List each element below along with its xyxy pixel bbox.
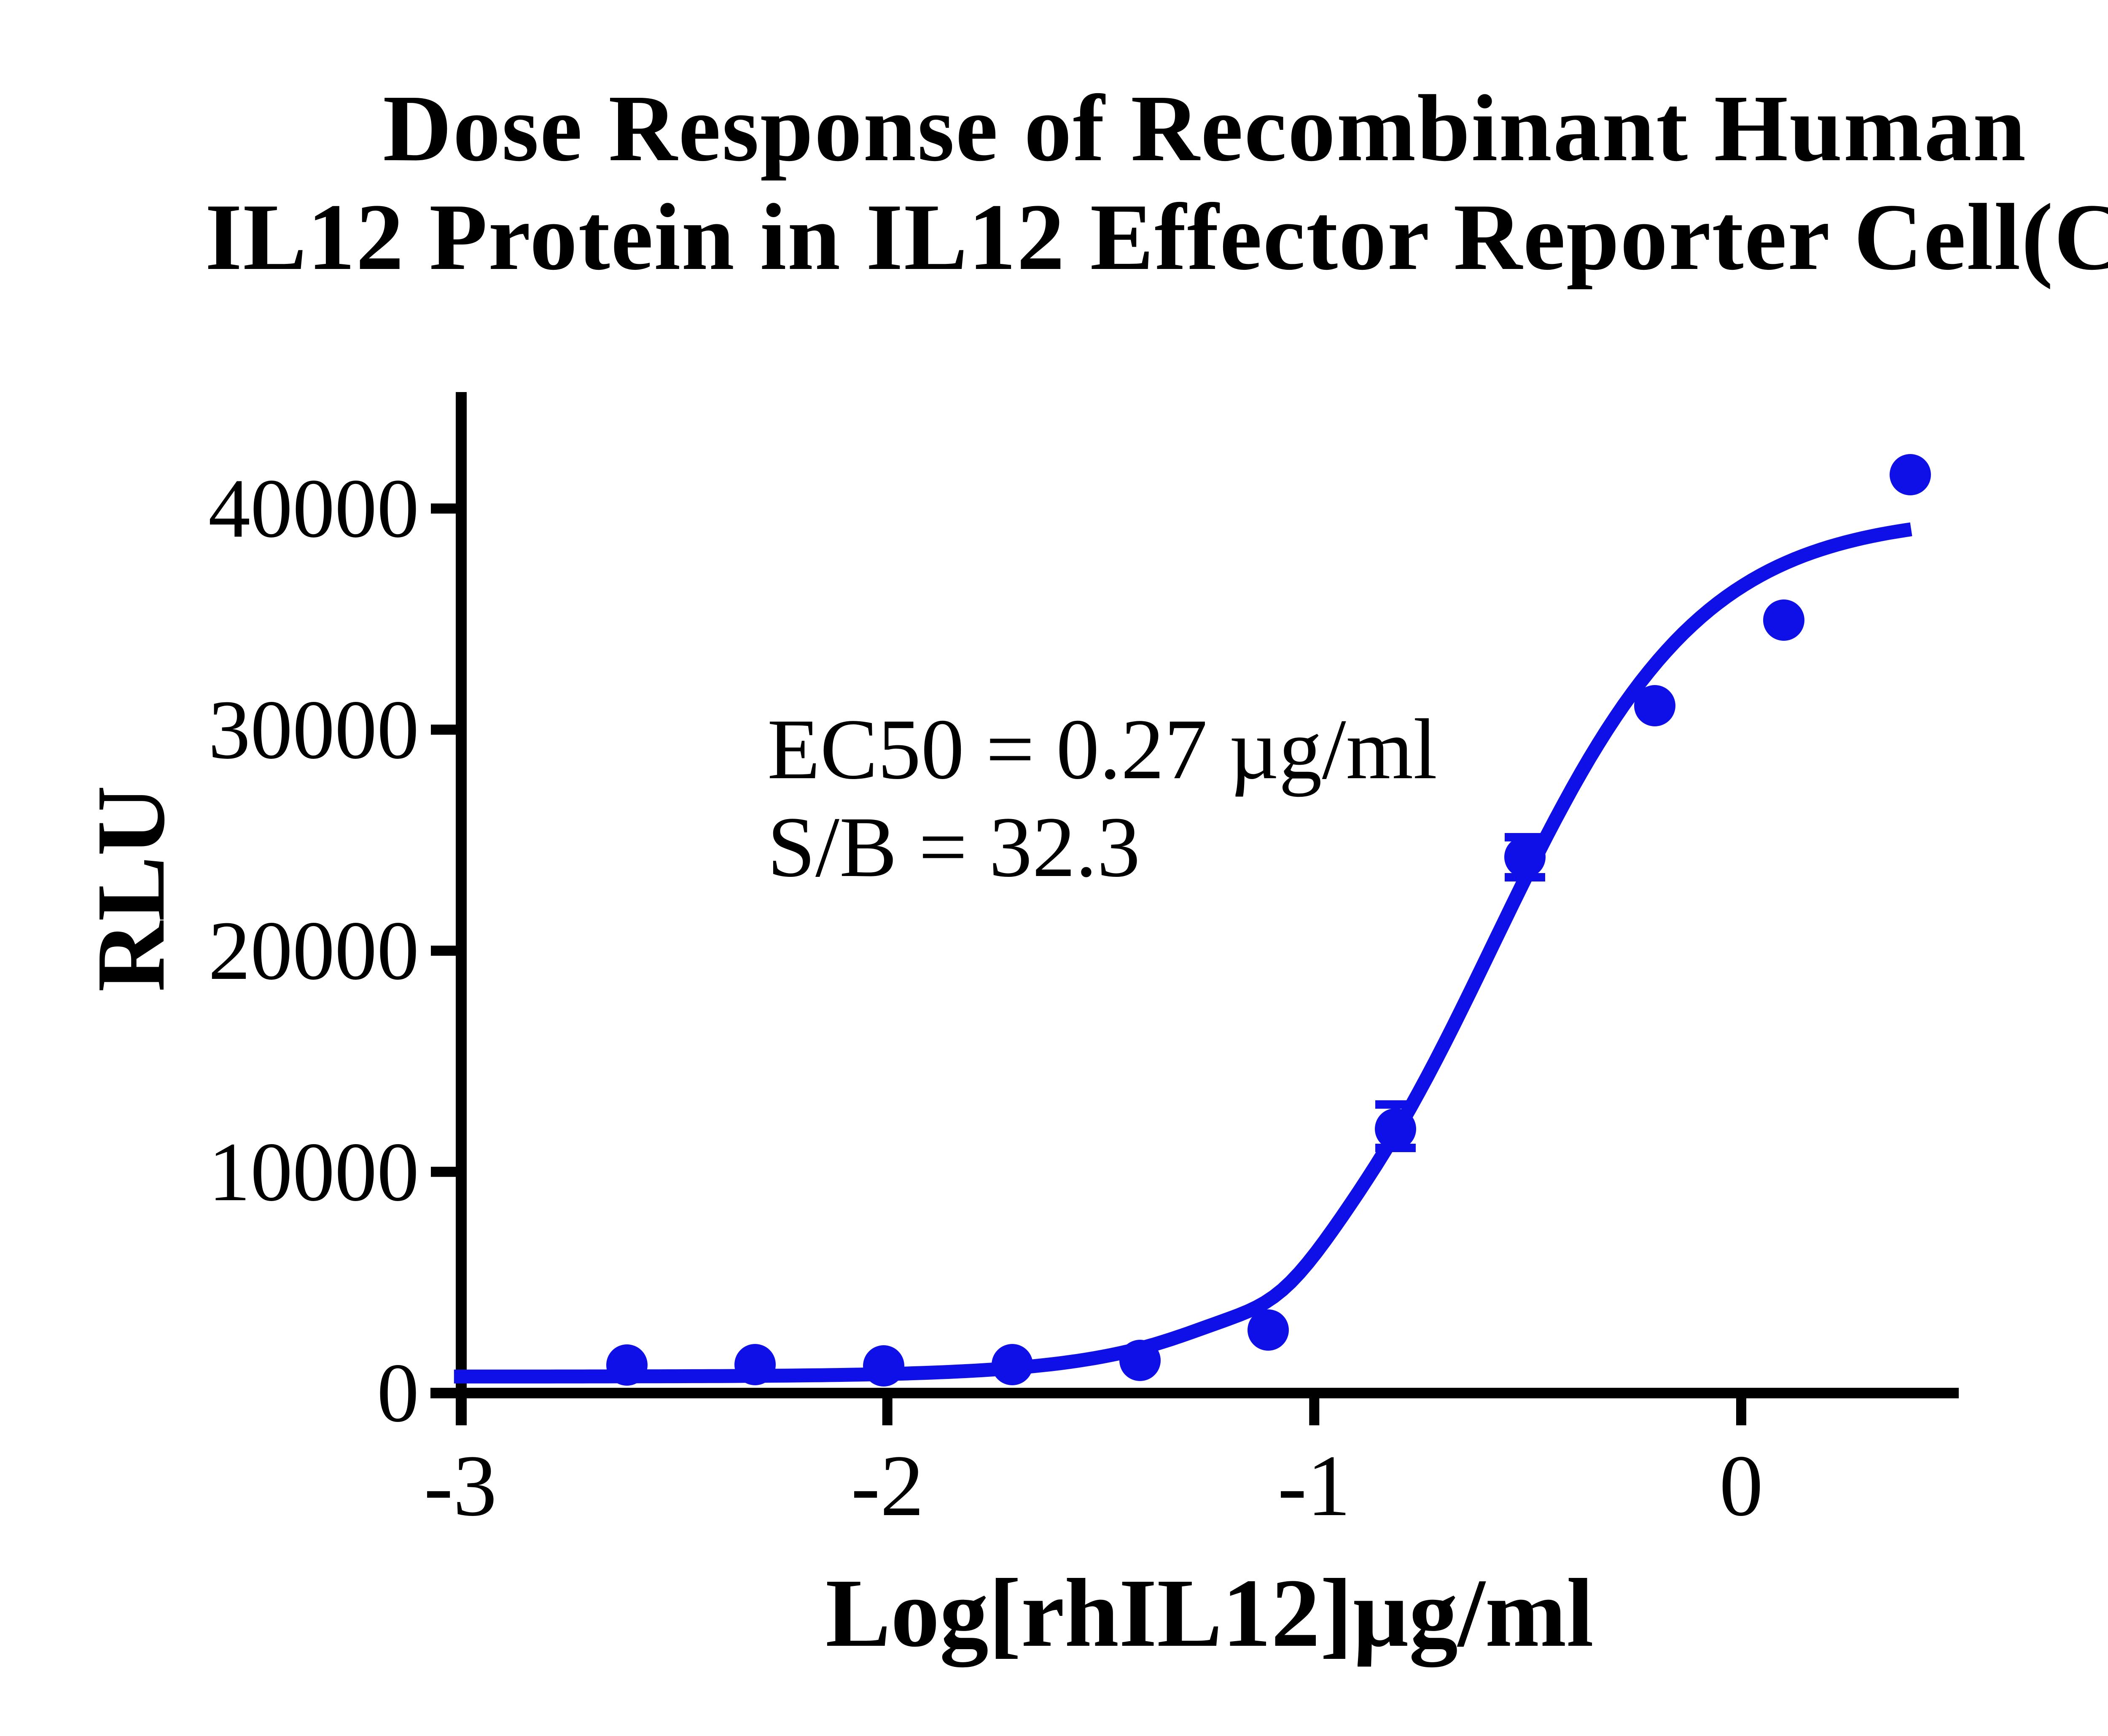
svg-text:IL12 Protein in IL12 Effector: IL12 Protein in IL12 Effector Reporter C… <box>205 184 2108 290</box>
svg-text:-1: -1 <box>1277 1437 1350 1534</box>
svg-text:Log[rhIL12]µg/ml: Log[rhIL12]µg/ml <box>825 1559 1594 1667</box>
svg-text:EC50 = 0.27 µg/ml: EC50 = 0.27 µg/ml <box>767 701 1437 797</box>
svg-text:-3: -3 <box>424 1437 497 1534</box>
svg-text:10000: 10000 <box>208 1126 419 1219</box>
svg-text:40000: 40000 <box>208 462 419 555</box>
svg-text:30000: 30000 <box>208 683 419 777</box>
svg-text:S/B = 32.3: S/B = 32.3 <box>767 799 1140 895</box>
svg-text:0: 0 <box>377 1346 419 1440</box>
svg-text:RLU: RLU <box>77 785 185 992</box>
svg-text:-2: -2 <box>851 1437 924 1534</box>
svg-text:20000: 20000 <box>208 904 419 997</box>
svg-text:Dose Response of Recombinant H: Dose Response of Recombinant Human <box>383 75 2027 181</box>
svg-text:0: 0 <box>1719 1437 1763 1534</box>
